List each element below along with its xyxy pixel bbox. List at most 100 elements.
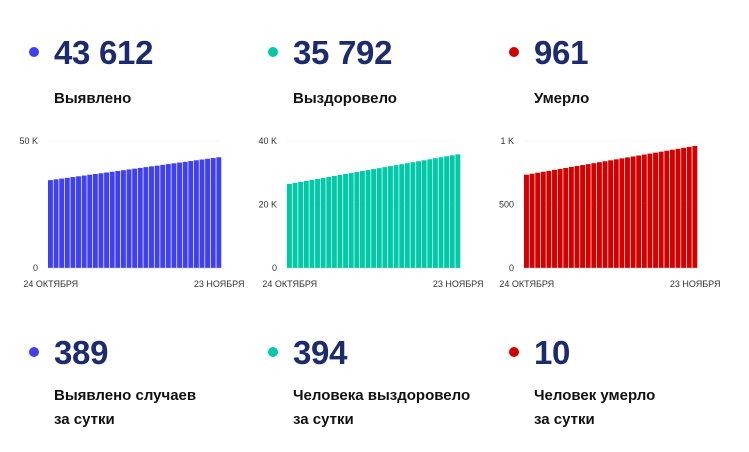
deaths-bar bbox=[524, 174, 529, 268]
deaths-daily-value: 10 bbox=[534, 334, 571, 371]
detected-bar bbox=[205, 158, 211, 268]
recovered-bar bbox=[444, 156, 450, 268]
deaths-y-tick-label: 500 bbox=[499, 200, 514, 210]
deaths-y-tick-label: 0 bbox=[509, 263, 514, 273]
recovered-x-tick-label-end: 23 НОЯБРЯ bbox=[433, 279, 484, 289]
detected-bar bbox=[64, 177, 70, 268]
recovered-bar bbox=[427, 159, 433, 268]
recovered-label: Выздоровело bbox=[293, 90, 397, 107]
detected-bar bbox=[53, 179, 59, 268]
recovered-daily-dot bbox=[268, 347, 278, 357]
deaths-bar bbox=[574, 166, 580, 268]
detected-bar bbox=[177, 162, 183, 268]
recovered-daily-label-line1: Человека выздоровело bbox=[293, 387, 471, 404]
deaths-bar bbox=[636, 155, 642, 268]
recovered-bar bbox=[388, 166, 393, 268]
deaths-chart: 0 500 1 K 24 ОКТЯБРЯ 23 НОЯБРЯ bbox=[499, 136, 721, 289]
recovered-y-tick-label: 40 K bbox=[258, 136, 277, 146]
detected-bar bbox=[188, 161, 194, 268]
deaths-bar bbox=[546, 170, 552, 268]
recovered-bar bbox=[359, 171, 365, 268]
recovered-bar bbox=[399, 164, 405, 268]
detected-daily-label-line2: за сутки bbox=[54, 411, 115, 428]
detected-y-tick-label: 0 bbox=[33, 263, 38, 273]
detected-bar bbox=[137, 167, 143, 268]
deaths-bar bbox=[540, 171, 546, 268]
deaths-bar bbox=[591, 163, 597, 268]
recovered-bar bbox=[337, 175, 343, 268]
deaths-bar bbox=[585, 164, 591, 268]
recovered-bar bbox=[343, 174, 349, 268]
deaths-bar bbox=[580, 165, 586, 268]
detected-dot bbox=[29, 47, 39, 57]
detected-bar bbox=[126, 169, 132, 268]
recovered-bar bbox=[326, 176, 332, 268]
recovered-total: 35 792 bbox=[293, 34, 393, 71]
deaths-bar bbox=[658, 151, 664, 268]
detected-daily-dot bbox=[29, 347, 39, 357]
deaths-bar bbox=[535, 172, 541, 268]
detected-bar bbox=[87, 174, 93, 268]
recovered-bar bbox=[421, 160, 427, 268]
deaths-bar bbox=[641, 154, 647, 268]
deaths-x-tick-label-start: 24 ОКТЯБРЯ bbox=[499, 279, 554, 289]
deaths-bar bbox=[529, 173, 535, 268]
detected-bar bbox=[109, 171, 115, 268]
detected-x-tick-label-start: 24 ОКТЯБРЯ bbox=[23, 279, 78, 289]
detected-bar bbox=[98, 173, 104, 268]
detected-y-tick-label: 50 K bbox=[19, 136, 38, 146]
recovered-bar bbox=[309, 179, 315, 268]
deaths-bar bbox=[647, 153, 653, 268]
detected-bar bbox=[199, 159, 205, 268]
recovered-bar bbox=[410, 162, 416, 268]
recovered-bar bbox=[438, 157, 444, 268]
detected-bar bbox=[154, 165, 160, 268]
deaths-bar bbox=[692, 145, 698, 268]
deaths-bar bbox=[669, 149, 675, 268]
recovered-bar bbox=[331, 176, 337, 268]
detected-bar bbox=[149, 166, 154, 268]
deaths-label: Умерло bbox=[534, 90, 590, 107]
recovered-bar bbox=[376, 168, 382, 268]
deaths-bar bbox=[630, 156, 636, 268]
recovered-bar bbox=[287, 183, 292, 268]
recovered-x-tick-label-start: 24 ОКТЯБРЯ bbox=[262, 279, 317, 289]
detected-bar bbox=[59, 178, 65, 268]
detected-bar bbox=[210, 157, 216, 268]
recovered-daily-value: 394 bbox=[293, 334, 348, 371]
detected-bar bbox=[182, 161, 188, 268]
deaths-total: 961 bbox=[534, 34, 589, 71]
detected-daily-value: 389 bbox=[54, 334, 109, 371]
deaths-bar bbox=[613, 159, 619, 268]
deaths-dot bbox=[509, 47, 519, 57]
recovered-bar bbox=[382, 167, 388, 268]
deaths-bar bbox=[664, 150, 670, 268]
deaths-bar bbox=[568, 167, 574, 268]
detected-bar bbox=[120, 170, 126, 268]
deaths-bar bbox=[625, 157, 630, 268]
detected-bar bbox=[171, 163, 177, 268]
detected-bar bbox=[132, 168, 138, 268]
deaths-bar bbox=[681, 147, 687, 268]
recovered-bar bbox=[292, 182, 298, 268]
recovered-bar bbox=[354, 172, 360, 268]
deaths-bar bbox=[675, 148, 681, 268]
detected-bar bbox=[92, 174, 98, 268]
deaths-bar bbox=[557, 168, 563, 268]
recovered-bar bbox=[393, 165, 399, 268]
detected-bar bbox=[104, 172, 110, 268]
detected-x-tick-label-end: 23 НОЯБРЯ bbox=[194, 279, 245, 289]
deaths-bar bbox=[563, 167, 569, 268]
detected-bar bbox=[193, 160, 199, 268]
recovered-bar bbox=[371, 169, 377, 268]
recovered-bar bbox=[303, 180, 309, 268]
recovered-chart: 0 20 K 40 K 24 ОКТЯБРЯ 23 НОЯБРЯ bbox=[258, 136, 484, 289]
deaths-x-tick-label-end: 23 НОЯБРЯ bbox=[670, 279, 721, 289]
deaths-daily-dot bbox=[509, 347, 519, 357]
recovered-bar bbox=[404, 163, 410, 268]
detected-total: 43 612 bbox=[54, 34, 154, 71]
recovered-bar bbox=[315, 178, 320, 268]
detected-bar bbox=[48, 180, 53, 268]
recovered-bar bbox=[320, 177, 326, 268]
detected-bar bbox=[160, 164, 166, 268]
